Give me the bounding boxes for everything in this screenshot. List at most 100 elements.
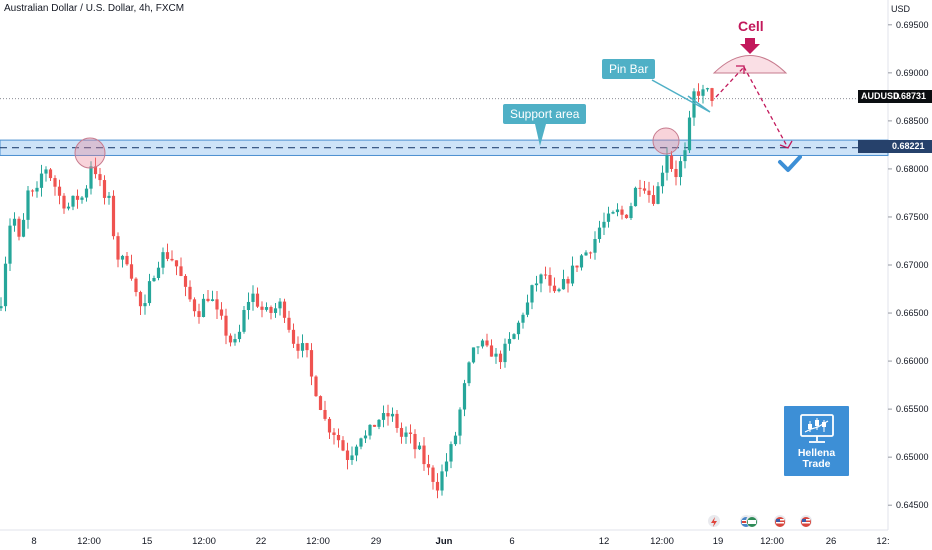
candle-body [278, 301, 282, 309]
y-tick-label: 0.67500 [896, 212, 929, 222]
candle-body [638, 187, 642, 189]
x-tick-label: 12:00 [77, 536, 101, 547]
x-axis[interactable]: 8 12:00 15 12:00 22 12:00 29 Jun 6 12 12:00 19 12:00… [31, 536, 889, 547]
candle-body [332, 432, 336, 435]
x-tick-label: 12:00 [650, 536, 674, 547]
x-tick-label: 22 [256, 536, 267, 547]
candles [0, 83, 714, 499]
candle-body [179, 266, 183, 276]
y-tick-label: 0.69500 [896, 20, 929, 30]
candle-body [444, 461, 449, 472]
currency-label: USD [890, 4, 910, 14]
candle-body [485, 340, 489, 346]
candle-body [111, 195, 116, 237]
candle-body [413, 433, 417, 450]
x-tick-label: 26 [826, 536, 837, 547]
logo-line1: Hellena [797, 447, 836, 459]
candle-body [561, 278, 566, 290]
candle-body [80, 197, 84, 200]
y-tick-label: 0.65500 [896, 404, 929, 414]
candle-body [350, 455, 354, 460]
x-tick-label: 12:00 [760, 536, 784, 547]
flag-icon[interactable] [746, 515, 758, 527]
candle-body [534, 283, 539, 286]
candle-body [615, 209, 620, 213]
candle-body [233, 339, 237, 343]
symbol-label: AUDUSD [861, 91, 900, 101]
candle-body [359, 438, 363, 447]
pin-bar-callout[interactable]: Pin Bar [602, 59, 656, 79]
candle-body [489, 345, 494, 357]
candle-body [710, 88, 714, 101]
forecast-down-arrowhead [779, 140, 793, 149]
candle-body [66, 206, 71, 209]
candle-body [647, 190, 651, 196]
lightning-icon[interactable] [708, 515, 720, 527]
candle-body [282, 301, 287, 318]
candle-body [21, 219, 26, 237]
candle-body [273, 308, 278, 313]
candle-body [462, 383, 467, 410]
candle-body [129, 264, 134, 279]
candle-body [426, 464, 431, 468]
forecast-dome [712, 55, 788, 74]
candle-body [107, 195, 111, 198]
candle-body [440, 471, 444, 491]
candle-body [611, 212, 615, 214]
x-tick-label: 12: [876, 536, 889, 547]
candle-body [201, 298, 206, 318]
candle-body [539, 274, 543, 284]
current-price-tag: AUDUSD 0.68731 [858, 90, 932, 103]
candle-body [665, 155, 669, 173]
candle-body [188, 286, 192, 300]
candle-body [174, 260, 179, 267]
candle-body [147, 281, 152, 304]
candle-body [656, 186, 660, 204]
candle-body [498, 353, 503, 363]
candle-body [120, 255, 125, 260]
candle-body [165, 252, 170, 259]
support-area-callout[interactable]: Support area [503, 104, 587, 124]
candle-body [314, 376, 318, 397]
candle-body [138, 292, 143, 307]
candle-body [687, 117, 692, 151]
y-axis[interactable]: 0.69500 0.69000 0.68500 0.68000 0.67500 0.670… [888, 20, 929, 510]
candle-body [696, 91, 701, 96]
candle-body [98, 174, 102, 181]
candle-body [296, 343, 300, 351]
candle-body [570, 265, 575, 284]
pin-bar-pointer [651, 79, 711, 113]
cell-label: Cell [738, 18, 764, 34]
candle-body [674, 168, 678, 178]
x-tick-label: 19 [713, 536, 724, 547]
candle-body [26, 190, 30, 220]
level-price-tag: 0.68221 [858, 140, 932, 153]
candle-body [134, 278, 138, 293]
candle-body [579, 255, 584, 268]
candle-body [530, 285, 534, 303]
flag-icon[interactable] [774, 515, 786, 527]
candle-body [206, 298, 210, 301]
candle-body [215, 299, 219, 310]
candle-body [494, 353, 498, 357]
candle-body [471, 347, 476, 363]
x-tick-label: 29 [371, 536, 382, 547]
candle-body [660, 172, 665, 187]
candle-body [12, 218, 17, 226]
candle-body [593, 239, 597, 253]
candle-body [386, 413, 390, 417]
candle-body [552, 285, 557, 292]
candle-body [476, 346, 480, 348]
candle-body [543, 274, 548, 276]
candle-body [318, 396, 323, 410]
candle-body [363, 435, 368, 439]
candle-body [584, 252, 588, 256]
candle-body [156, 267, 161, 278]
candle-body [480, 340, 485, 347]
flag-icon[interactable] [800, 515, 812, 527]
candle-body [336, 434, 341, 441]
y-tick-label: 0.68500 [896, 116, 929, 126]
support-area-label: Support area [510, 107, 580, 121]
